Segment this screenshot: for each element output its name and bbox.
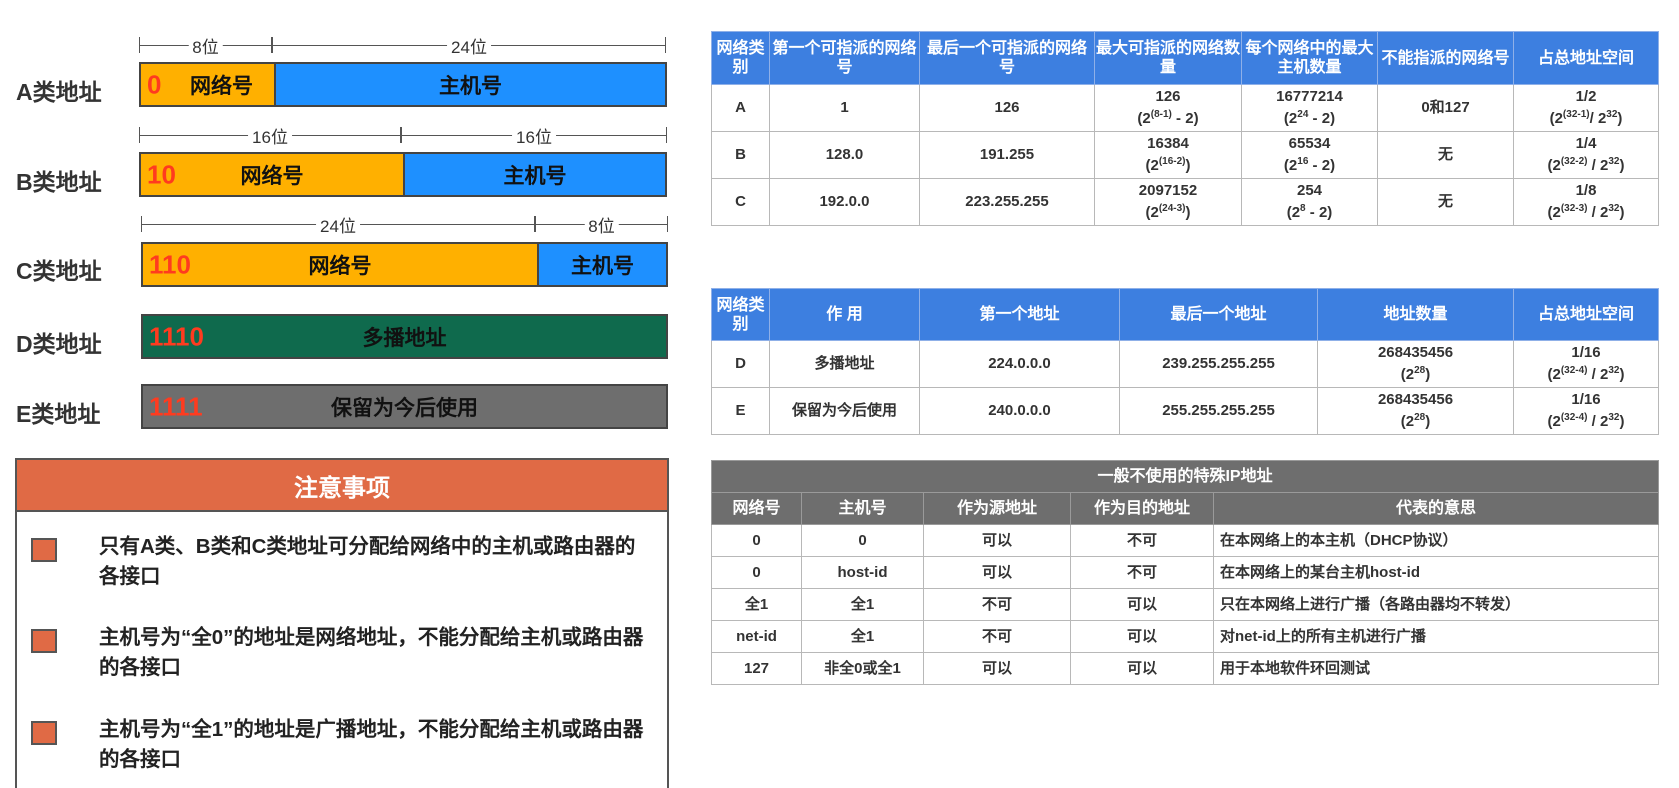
col-header: 作为目的地址 — [1070, 492, 1214, 525]
class-d-label: D类地址 — [16, 331, 102, 357]
table-row: A 1 126 126 (2(8-1) - 2) 16777214 (224 - 2… — [711, 84, 1659, 132]
col-header: 第一个可指派的网络号 — [769, 31, 920, 85]
col-header: 最大可指派的网络数量 — [1094, 31, 1242, 85]
class-a-label: A类地址 — [16, 79, 102, 105]
class-e-bar: 1111 保留为今后使用 — [141, 384, 668, 429]
de-class-table: 网络类别 作 用 第一个地址 最后一个地址 地址数量 占总地址空间 D 多播地址… — [711, 288, 1659, 435]
special-ip-table: 一般不使用的特殊IP地址 网络号 主机号 作为源地址 作为目的地址 代表的意思 … — [710, 460, 1660, 685]
col-header: 作 用 — [769, 288, 920, 341]
table-row: E 保留为今后使用 240.0.0.0 255.255.255.255 2684… — [711, 387, 1659, 435]
class-c-host-segment: 主机号 — [537, 244, 666, 285]
col-header: 最后一个地址 — [1119, 288, 1318, 341]
dim-a-host: 24位 — [272, 33, 666, 58]
col-header: 网络号 — [711, 492, 802, 525]
class-b-net-segment: 10 网络号 — [141, 154, 403, 195]
notice-title: 注意事项 — [17, 460, 667, 512]
bullet-square-icon — [31, 538, 57, 562]
class-c-net-segment: 110 网络号 — [143, 244, 537, 285]
table-row: 0 host-id 可以 不可 在本网络上的某台主机host-id — [711, 556, 1660, 589]
col-header: 网络类别 — [711, 288, 770, 341]
abc-class-table: 网络类别 第一个可指派的网络号 最后一个可指派的网络号 最大可指派的网络数量 每… — [711, 31, 1659, 226]
col-header: 网络类别 — [711, 31, 770, 85]
dim-a-net: 8位 — [139, 33, 272, 58]
special-ip-title: 一般不使用的特殊IP地址 — [710, 460, 1660, 493]
class-d-multicast-segment: 1110 多播地址 — [143, 316, 666, 357]
class-a-host-segment: 主机号 — [274, 64, 665, 105]
class-b-label: B类地址 — [16, 169, 102, 195]
table-header-row: 网络号 主机号 作为源地址 作为目的地址 代表的意思 — [711, 492, 1660, 525]
class-c-label: C类地址 — [16, 258, 102, 284]
table-title-row: 一般不使用的特殊IP地址 — [710, 460, 1660, 493]
table-row: D 多播地址 224.0.0.0 239.255.255.255 2684354… — [711, 340, 1659, 388]
bullet-square-icon — [31, 721, 57, 745]
col-header: 主机号 — [801, 492, 924, 525]
class-a-net-segment: 0 网络号 — [141, 64, 274, 105]
class-e-label: E类地址 — [16, 401, 101, 427]
class-b-bar: 10 网络号 主机号 — [139, 152, 667, 197]
table-row: net-id 全1 不可 可以 对net-id上的所有主机进行广播 — [711, 620, 1660, 653]
table-row: 全1 全1 不可 可以 只在本网络上进行广播（各路由器均不转发） — [711, 588, 1660, 621]
col-header: 每个网络中的最大主机数量 — [1241, 31, 1378, 85]
class-b-host-segment: 主机号 — [403, 154, 665, 195]
col-header: 占总地址空间 — [1513, 288, 1659, 341]
dim-c-net: 24位 — [141, 212, 535, 237]
table-header-row: 网络类别 第一个可指派的网络号 最后一个可指派的网络号 最大可指派的网络数量 每… — [711, 31, 1659, 85]
bullet-square-icon — [31, 629, 57, 653]
col-header: 作为源地址 — [923, 492, 1071, 525]
table-header-row: 网络类别 作 用 第一个地址 最后一个地址 地址数量 占总地址空间 — [711, 288, 1659, 341]
dim-b-net: 16位 — [139, 123, 401, 148]
table-row: C 192.0.0 223.255.255 2097152 (2(24-3)) 2… — [711, 178, 1659, 226]
table-row: 0 0 可以 不可 在本网络上的本主机（DHCP协议） — [711, 524, 1660, 557]
col-header: 代表的意思 — [1212, 492, 1660, 525]
class-e-reserved-segment: 1111 保留为今后使用 — [143, 386, 666, 427]
class-d-bar: 1110 多播地址 — [141, 314, 668, 359]
col-header: 占总地址空间 — [1513, 31, 1659, 85]
table-row: B 128.0 191.255 16384 (2(16-2)) 65534 (216… — [711, 131, 1659, 179]
dim-b-host: 16位 — [401, 123, 667, 148]
col-header: 最后一个可指派的网络号 — [919, 31, 1095, 85]
col-header: 第一个地址 — [919, 288, 1120, 341]
class-c-bar: 110 网络号 主机号 — [141, 242, 668, 287]
class-a-bar: 0 网络号 主机号 — [139, 62, 667, 107]
col-header: 不能指派的网络号 — [1377, 31, 1514, 85]
col-header: 地址数量 — [1317, 288, 1514, 341]
table-row: 127 非全0或全1 可以 可以 用于本地软件环回测试 — [711, 652, 1660, 685]
dim-c-host: 8位 — [535, 212, 668, 237]
notice-panel: 注意事项 只有A类、B类和C类地址可分配给网络中的主机或路由器的各接口 主机号为… — [15, 458, 669, 788]
